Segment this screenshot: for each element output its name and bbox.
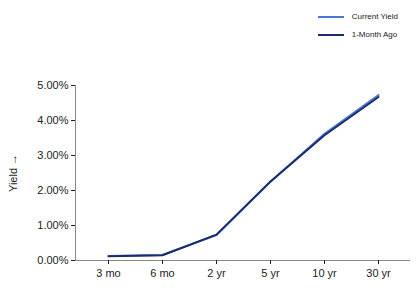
svg-text:3 mo: 3 mo <box>96 267 120 279</box>
svg-text:1.00%: 1.00% <box>37 219 68 231</box>
svg-text:4.00%: 4.00% <box>37 114 68 126</box>
svg-text:10 yr: 10 yr <box>312 267 337 279</box>
svg-text:5.00%: 5.00% <box>37 79 68 91</box>
html-text:1-Month Ago: 1-Month Ago <box>351 30 398 39</box>
svg-text:0.00%: 0.00% <box>37 254 68 266</box>
svg-text:6 mo: 6 mo <box>150 267 174 279</box>
svg-text:2.00%: 2.00% <box>37 184 68 196</box>
svg-text:Yield →: Yield → <box>7 154 19 192</box>
html-text:Current Yield: Current Yield <box>351 12 398 21</box>
svg-text:30 yr: 30 yr <box>366 267 391 279</box>
svg-text:2 yr: 2 yr <box>207 267 226 279</box>
svg-text:5 yr: 5 yr <box>261 267 280 279</box>
svg-text:3.00%: 3.00% <box>37 149 68 161</box>
